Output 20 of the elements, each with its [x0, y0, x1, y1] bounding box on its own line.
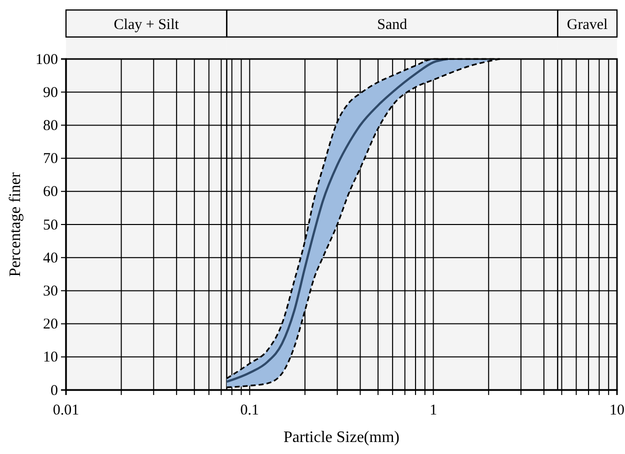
y-tick-label: 10: [43, 350, 58, 366]
y-tick-label: 80: [43, 118, 58, 134]
x-tick-label: 0.1: [240, 402, 260, 418]
y-tick-label: 20: [43, 316, 58, 333]
y-tick-label: 30: [43, 284, 58, 300]
band-label: Sand: [377, 17, 408, 33]
y-tick-label: 70: [43, 151, 58, 168]
y-tick-label: 50: [43, 217, 58, 234]
y-tick-label: 100: [36, 52, 58, 68]
y-tick-label: 90: [43, 84, 58, 101]
band-label: Clay + Silt: [114, 17, 180, 33]
y-axis-title: Percentage finer: [7, 172, 24, 277]
y-tick-label: 40: [43, 250, 58, 266]
x-tick-label: 10: [610, 402, 624, 418]
x-axis-title: Particle Size(mm): [284, 429, 400, 446]
y-tick-label: 60: [43, 184, 58, 200]
band-label: Gravel: [566, 17, 608, 33]
x-tick-label: 0.01: [52, 402, 80, 418]
y-tick-label: 0: [50, 382, 58, 399]
x-tick-label: 1: [430, 402, 438, 418]
